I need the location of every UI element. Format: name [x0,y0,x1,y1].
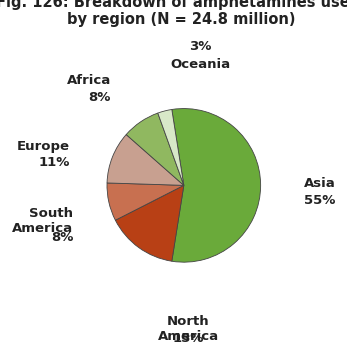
Text: 55%: 55% [304,194,335,207]
Wedge shape [172,109,261,262]
Text: 8%: 8% [88,91,111,104]
Wedge shape [107,183,184,220]
Text: Africa: Africa [67,74,111,87]
Wedge shape [126,113,184,185]
Text: 3%: 3% [189,40,212,53]
Wedge shape [116,185,184,261]
Text: Asia: Asia [304,177,336,190]
Text: North
America: North America [158,315,219,343]
Wedge shape [107,135,184,185]
Wedge shape [158,109,184,185]
Text: Oceania: Oceania [171,58,231,71]
Text: 8%: 8% [51,231,73,244]
Text: Europe: Europe [17,139,69,153]
Title: Fig. 126: Breakdown of amphetamines users
by region (N = 24.8 million): Fig. 126: Breakdown of amphetamines user… [0,0,347,27]
Text: 11%: 11% [38,156,69,170]
Text: South
America: South America [12,207,73,235]
Text: 15%: 15% [173,333,204,345]
